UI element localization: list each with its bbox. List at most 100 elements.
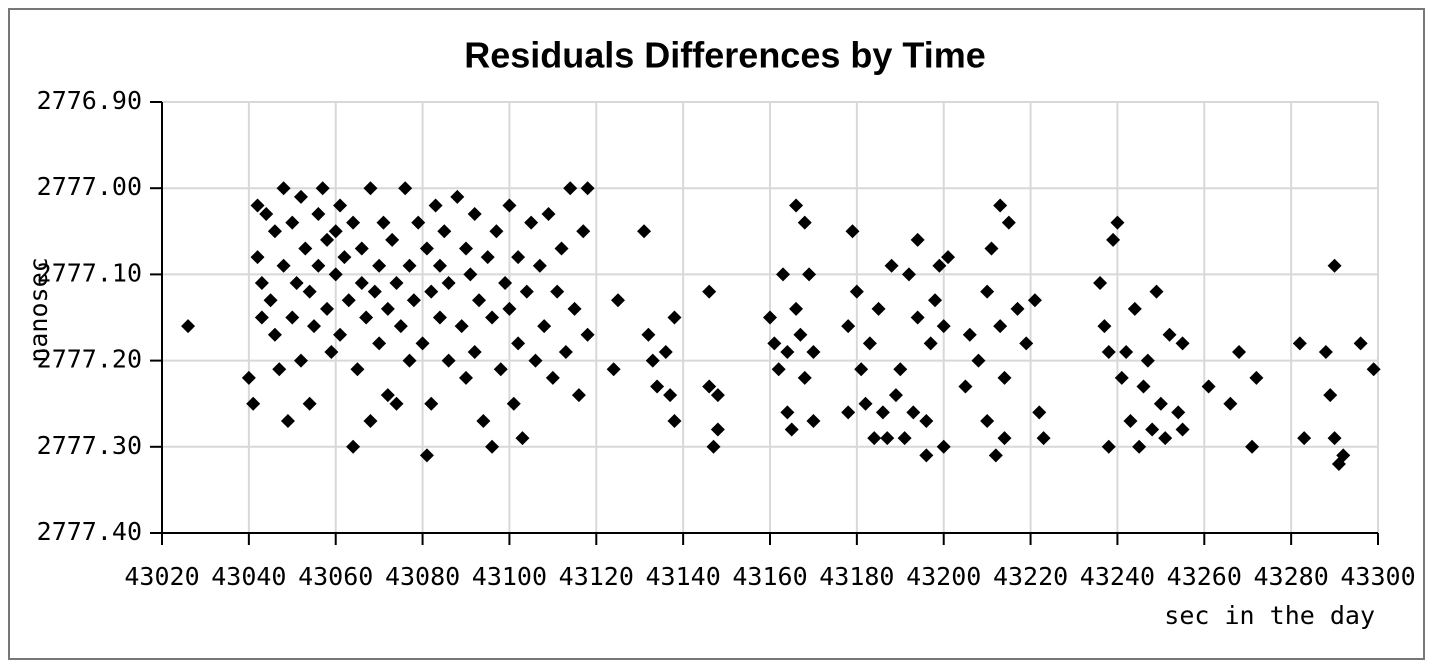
point (328, 267, 343, 282)
point (784, 422, 799, 437)
point (1149, 284, 1164, 299)
point (524, 215, 539, 230)
point (320, 301, 335, 316)
point (246, 396, 261, 411)
point (489, 224, 504, 239)
point (854, 362, 869, 377)
point (1093, 276, 1108, 291)
point (493, 362, 508, 377)
point (1153, 396, 1168, 411)
point (311, 258, 326, 273)
point (910, 310, 925, 325)
point (515, 431, 530, 446)
point (867, 431, 882, 446)
point (472, 293, 487, 308)
y-axis-label: nanosec (24, 257, 53, 362)
point (841, 405, 856, 420)
point (250, 250, 265, 265)
point (971, 353, 986, 368)
point (993, 319, 1008, 334)
point (346, 439, 361, 454)
point (541, 207, 556, 222)
point (1175, 422, 1190, 437)
point (480, 250, 495, 265)
point (667, 310, 682, 325)
point (901, 267, 916, 282)
y-tick-label: 2777.40 (37, 517, 142, 546)
point (1136, 379, 1151, 394)
point (806, 413, 821, 428)
point (511, 336, 526, 351)
x-tick-label: 43040 (211, 562, 286, 591)
point (1101, 439, 1116, 454)
point (997, 431, 1012, 446)
point (858, 396, 873, 411)
x-tick-label: 43300 (1340, 562, 1415, 591)
point (463, 267, 478, 282)
point (645, 353, 660, 368)
x-tick-label: 43100 (472, 562, 547, 591)
point (1027, 293, 1042, 308)
point (354, 276, 369, 291)
point (910, 232, 925, 247)
point (1336, 448, 1351, 463)
point (789, 301, 804, 316)
point (485, 439, 500, 454)
point (993, 198, 1008, 213)
point (1297, 431, 1312, 446)
point (767, 336, 782, 351)
point (558, 344, 573, 359)
point (476, 413, 491, 428)
point (432, 310, 447, 325)
point (884, 258, 899, 273)
point (337, 250, 352, 265)
point (802, 267, 817, 282)
point (506, 396, 521, 411)
x-axis-label: sec in the day (1164, 601, 1375, 630)
point (393, 319, 408, 334)
point (406, 293, 421, 308)
point (346, 215, 361, 230)
point (428, 198, 443, 213)
y-tick-label: 2777.20 (37, 345, 142, 374)
point (919, 448, 934, 463)
point (893, 362, 908, 377)
point (702, 379, 717, 394)
point (311, 207, 326, 222)
point (1110, 215, 1125, 230)
x-tick-label: 43280 (1254, 562, 1329, 591)
chart-title: Residuals Differences by Time (464, 35, 986, 76)
point (1106, 232, 1121, 247)
point (1114, 370, 1129, 385)
point (502, 198, 517, 213)
point (441, 276, 456, 291)
x-tick-label: 43080 (385, 562, 460, 591)
point (1032, 405, 1047, 420)
x-tick-label: 43260 (1167, 562, 1242, 591)
point (402, 258, 417, 273)
x-tick-label: 43060 (298, 562, 373, 591)
x-tick-label: 43240 (1080, 562, 1155, 591)
point (450, 189, 465, 204)
point (285, 215, 300, 230)
point (380, 301, 395, 316)
point (267, 224, 282, 239)
point (519, 284, 534, 299)
point (402, 353, 417, 368)
point (1145, 422, 1160, 437)
point (871, 301, 886, 316)
point (1019, 336, 1034, 351)
point (307, 319, 321, 334)
point (789, 198, 804, 213)
point (1097, 319, 1112, 334)
point (1127, 301, 1142, 316)
point (315, 181, 330, 196)
y-tick-label: 2777.00 (37, 172, 142, 201)
point (849, 284, 864, 299)
point (293, 353, 308, 368)
point (454, 319, 469, 334)
x-tick-label: 43020 (124, 562, 199, 591)
point (919, 413, 934, 428)
x-tick-label: 43160 (732, 562, 807, 591)
point (424, 396, 439, 411)
